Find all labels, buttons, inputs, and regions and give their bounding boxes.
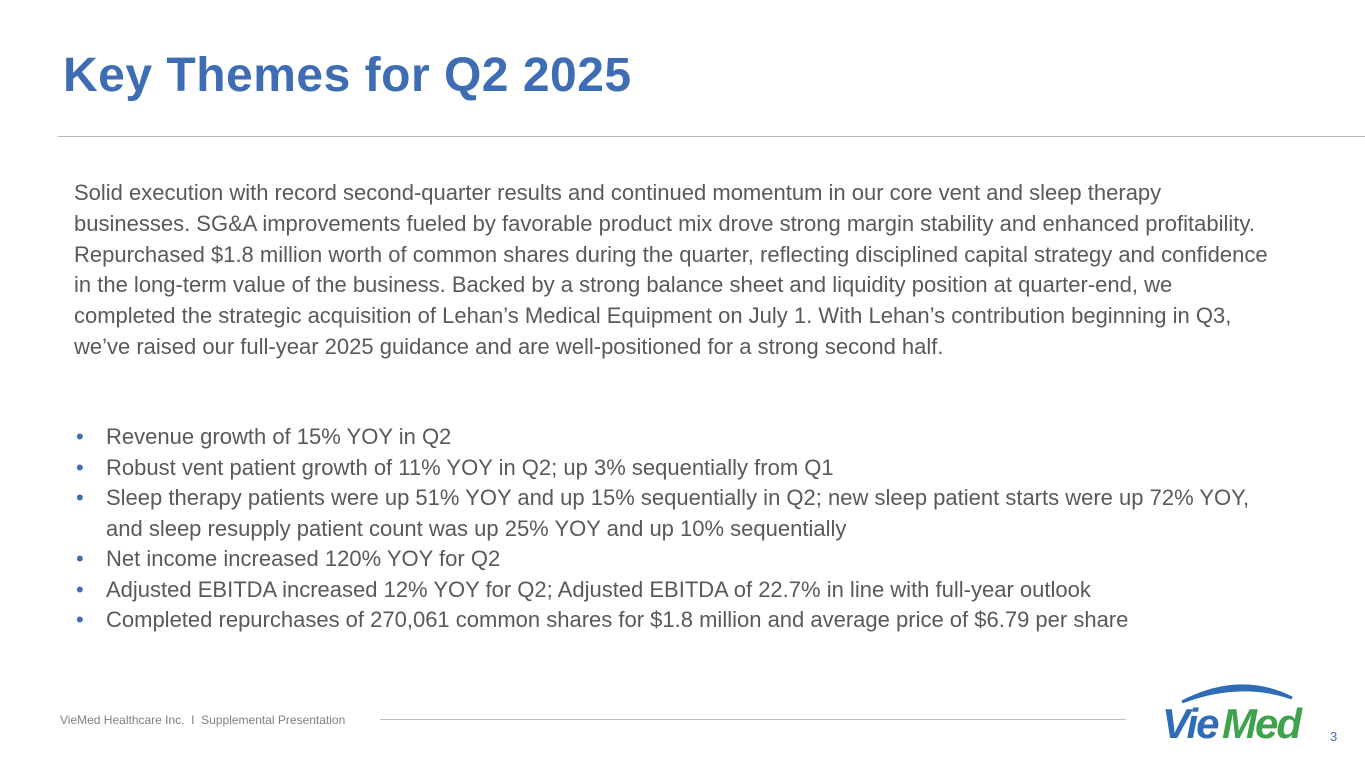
bullet-icon: • xyxy=(76,607,84,632)
list-item: • Completed repurchases of 270,061 common… xyxy=(74,605,1274,636)
list-item: • Sleep therapy patients were up 51% YOY … xyxy=(76,485,1250,541)
intro-paragraph: Solid execution with record second-quart… xyxy=(74,180,1268,359)
page-number: 3 xyxy=(1330,729,1338,744)
key-themes-list: • Revenue growth of 15% YOY in Q2 • Robust… xyxy=(74,422,1274,636)
title-divider xyxy=(58,136,1365,137)
bullet-icon: • xyxy=(76,454,84,480)
list-item: • Adjusted EBITDA increased 12% YOY for Q… xyxy=(74,575,1274,606)
svg-text:Vie: Vie xyxy=(1162,700,1219,745)
list-item: • Robust vent patient growth of 11% YOY i… xyxy=(74,453,1274,484)
list-item: • Revenue growth of 15% YOY in Q2 xyxy=(74,422,1274,453)
list-item: • Net income increased 120% YOY for Q2 xyxy=(74,544,1274,575)
slide-title: Key Themes for Q2 2025 xyxy=(63,49,632,102)
bullet-icon: • xyxy=(76,546,84,571)
svg-text:Med: Med xyxy=(1222,700,1303,745)
bullet-icon: • xyxy=(76,424,84,449)
footer-text: VieMed Healthcare Inc. I Supplemental Pr… xyxy=(60,713,346,727)
viemed-logo: Vie Med xyxy=(1162,684,1305,745)
bullet-icon: • xyxy=(76,485,84,510)
bullet-icon: • xyxy=(76,576,84,602)
footer-divider xyxy=(380,719,1126,720)
